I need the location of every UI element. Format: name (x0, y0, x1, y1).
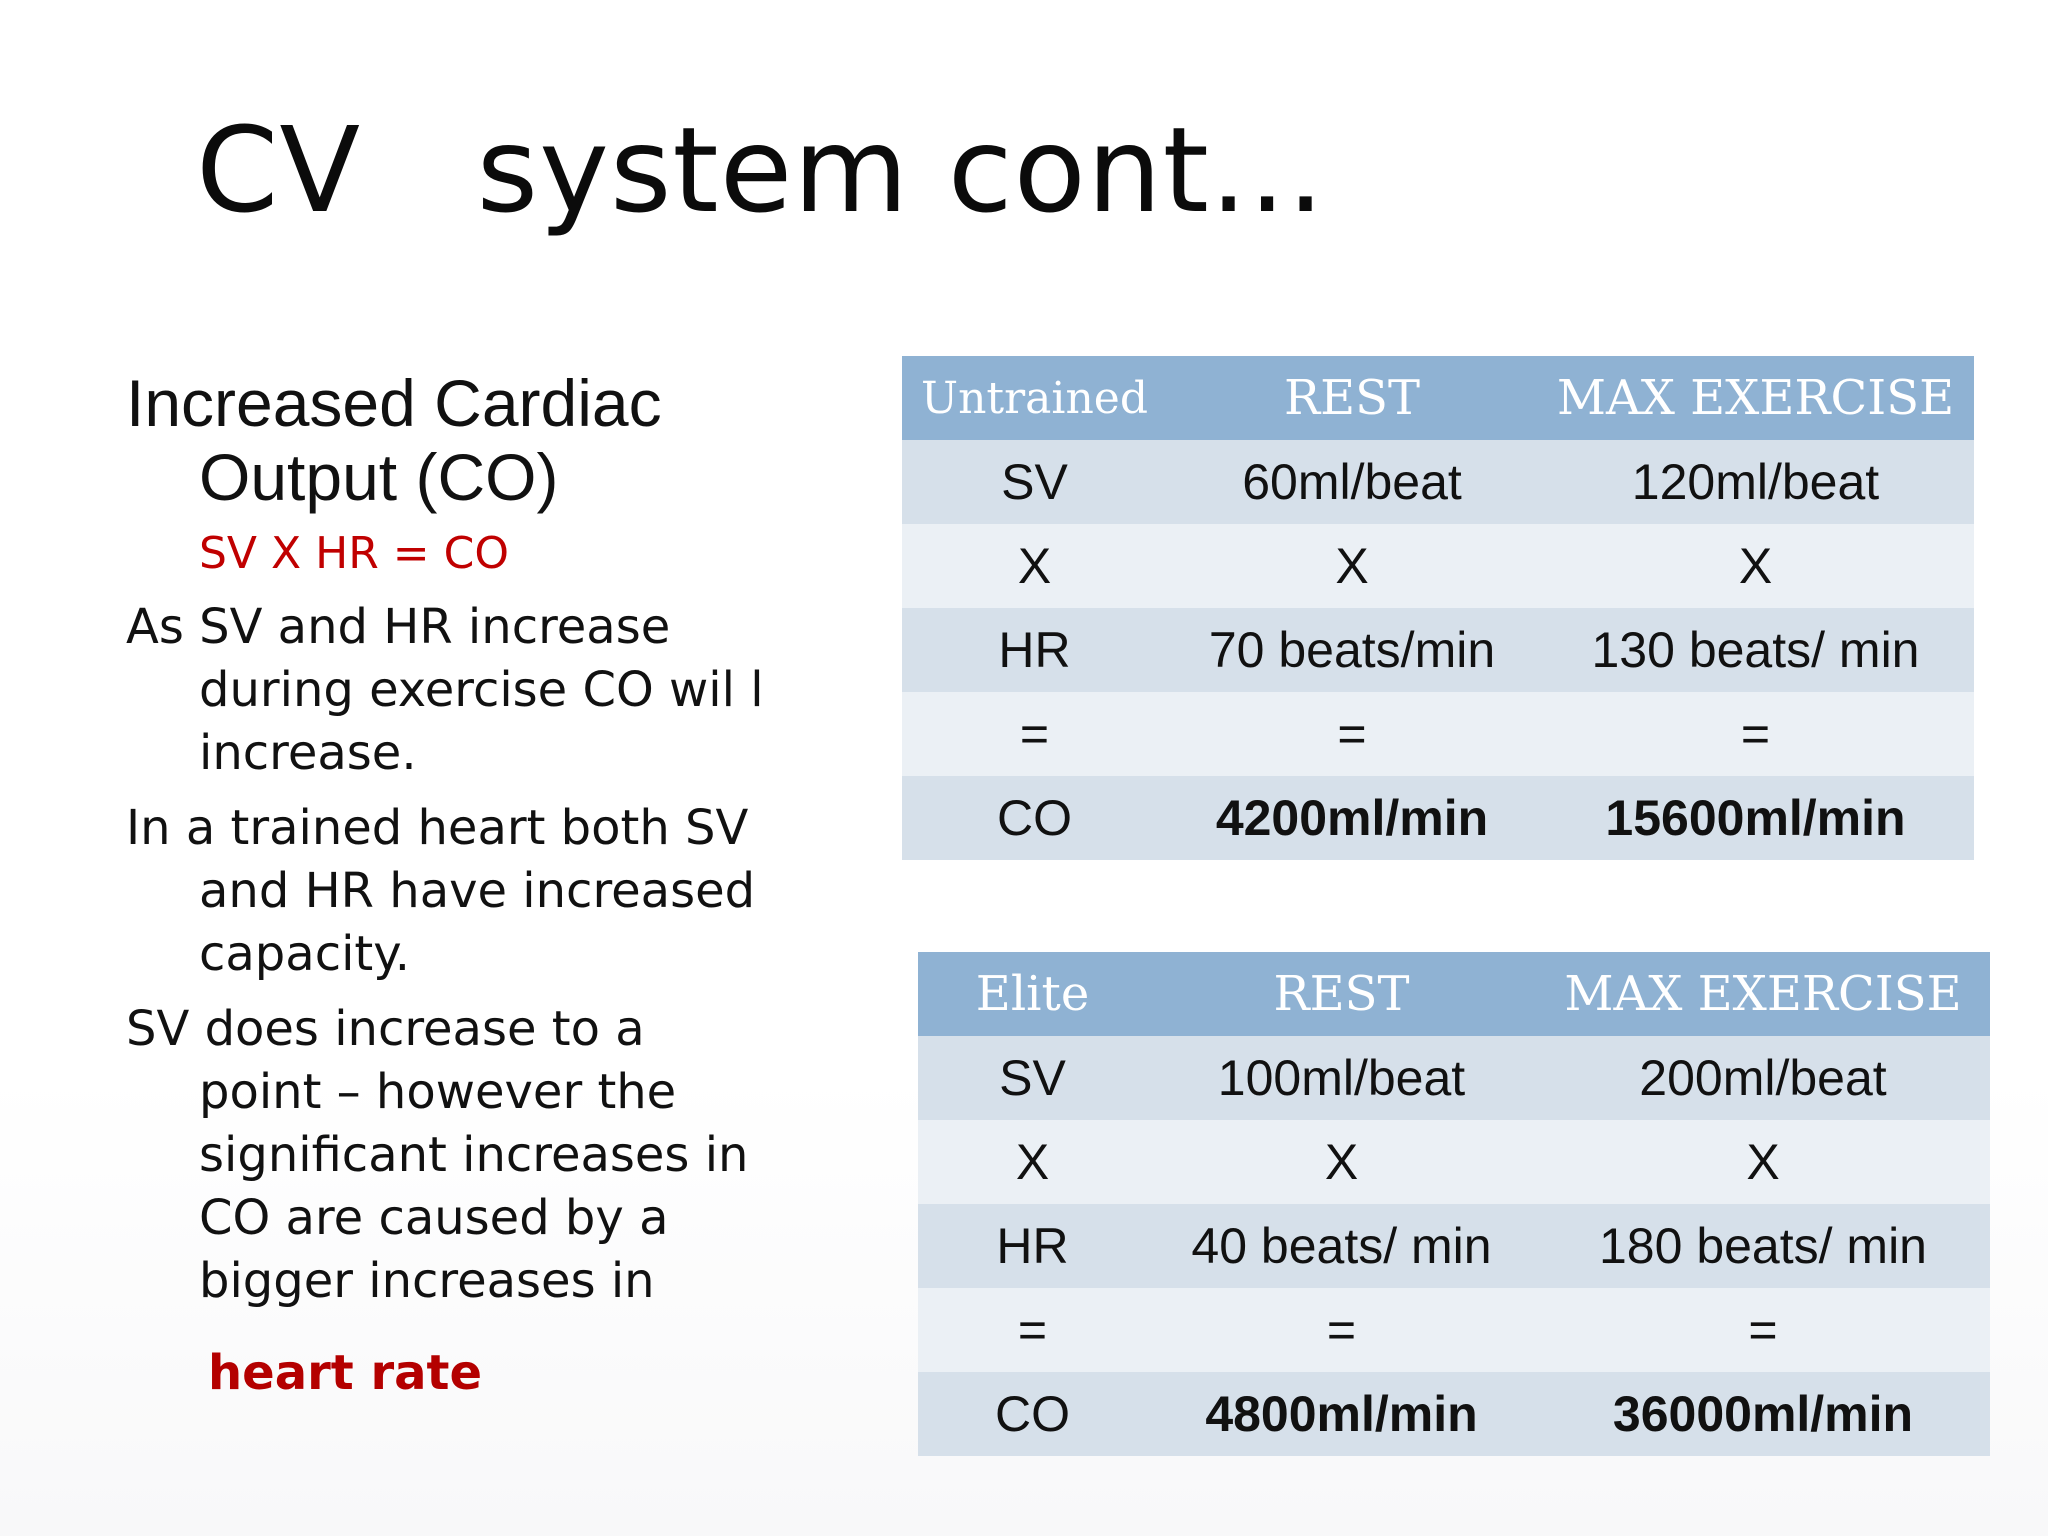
table-cell: = (1537, 692, 1974, 776)
row-label-cell: CO (918, 1372, 1147, 1456)
paragraph-2-line-2: and HR have increased (199, 863, 756, 919)
paragraph-2-line-3: capacity. (199, 926, 411, 982)
table-cell: 180 beats/ min (1536, 1204, 1990, 1288)
table-cell: X (1536, 1120, 1990, 1204)
table-cell: X (1167, 524, 1537, 608)
table-cell: 36000ml/min (1536, 1372, 1990, 1456)
table-cell: = (1536, 1288, 1990, 1372)
table-row: X X X (918, 1120, 1990, 1204)
table-row: SV 100ml/beat 200ml/beat (918, 1036, 1990, 1120)
header-cell: MAX EXERCISE (1536, 952, 1990, 1036)
paragraph-2-line-1: In a trained heart both SV (126, 800, 749, 856)
table-header-row: Untrained REST MAX EXERCISE (902, 356, 1974, 440)
paragraph-3-line-1: SV does increase to a (126, 1001, 645, 1057)
paragraph-3-line-4: CO are caused by a (199, 1190, 669, 1246)
table-cell: = (1167, 692, 1537, 776)
table-cell: 40 beats/ min (1147, 1204, 1536, 1288)
table-cell: 120ml/beat (1537, 440, 1974, 524)
header-cell: MAX EXERCISE (1537, 356, 1974, 440)
row-label-cell: = (902, 692, 1167, 776)
paragraph-1-line-3: increase. (199, 725, 417, 781)
row-label-cell: X (918, 1120, 1147, 1204)
paragraph-3-line-5: bigger increases in (199, 1253, 655, 1309)
table-cell: 200ml/beat (1536, 1036, 1990, 1120)
row-label-cell: SV (902, 440, 1167, 524)
heading-line-1: Increased Cardiac (126, 366, 662, 440)
table-cell: X (1537, 524, 1974, 608)
untrained-table: Untrained REST MAX EXERCISE SV 60ml/beat… (902, 356, 1974, 860)
header-cell: REST (1167, 356, 1537, 440)
paragraph-2: In a trained heart both SV and HR have i… (126, 797, 766, 986)
row-label-cell: = (918, 1288, 1147, 1372)
heading: Increased Cardiac Output (CO) (126, 366, 766, 514)
row-label-cell: HR (918, 1204, 1147, 1288)
row-label-cell: SV (918, 1036, 1147, 1120)
table-cell: 130 beats/ min (1537, 608, 1974, 692)
paragraph-1-line-1: As SV and HR increase (126, 599, 671, 655)
table-row: HR 70 beats/min 130 beats/ min (902, 608, 1974, 692)
table-row: CO 4800ml/min 36000ml/min (918, 1372, 1990, 1456)
table-row: = = = (902, 692, 1974, 776)
table-header-row: Elite REST MAX EXERCISE (918, 952, 1990, 1036)
header-cell: REST (1147, 952, 1536, 1036)
paragraph-1-line-2: during exercise CO wil l (199, 662, 764, 718)
table-row: = = = (918, 1288, 1990, 1372)
table-cell: 70 beats/min (1167, 608, 1537, 692)
paragraph-1: As SV and HR increase during exercise CO… (126, 596, 766, 785)
table-row: X X X (902, 524, 1974, 608)
slide-title: CV system cont... (196, 101, 1326, 239)
table-cell: 100ml/beat (1147, 1036, 1536, 1120)
formula: SV X HR = CO (199, 528, 509, 579)
header-cell: Untrained (902, 356, 1167, 440)
header-cell: Elite (918, 952, 1147, 1036)
table-cell: 60ml/beat (1167, 440, 1537, 524)
body-text: Increased Cardiac Output (CO) SV X HR = … (126, 366, 766, 1403)
table-cell: 4800ml/min (1147, 1372, 1536, 1456)
table-cell: 15600ml/min (1537, 776, 1974, 860)
elite-table: Elite REST MAX EXERCISE SV 100ml/beat 20… (918, 952, 1990, 1456)
table-cell: X (1147, 1120, 1536, 1204)
table-row: SV 60ml/beat 120ml/beat (902, 440, 1974, 524)
paragraph-3: SV does increase to a point – however th… (126, 998, 766, 1313)
row-label-cell: CO (902, 776, 1167, 860)
heading-line-2: Output (CO) (199, 440, 559, 514)
highlight-text: heart rate (208, 1345, 483, 1401)
table-cell: 4200ml/min (1167, 776, 1537, 860)
table-row: CO 4200ml/min 15600ml/min (902, 776, 1974, 860)
row-label-cell: HR (902, 608, 1167, 692)
table-row: HR 40 beats/ min 180 beats/ min (918, 1204, 1990, 1288)
row-label-cell: X (902, 524, 1167, 608)
paragraph-3-line-2: point – however the (199, 1064, 677, 1120)
table-cell: = (1147, 1288, 1536, 1372)
paragraph-3-line-3: significant increases in (199, 1127, 749, 1183)
